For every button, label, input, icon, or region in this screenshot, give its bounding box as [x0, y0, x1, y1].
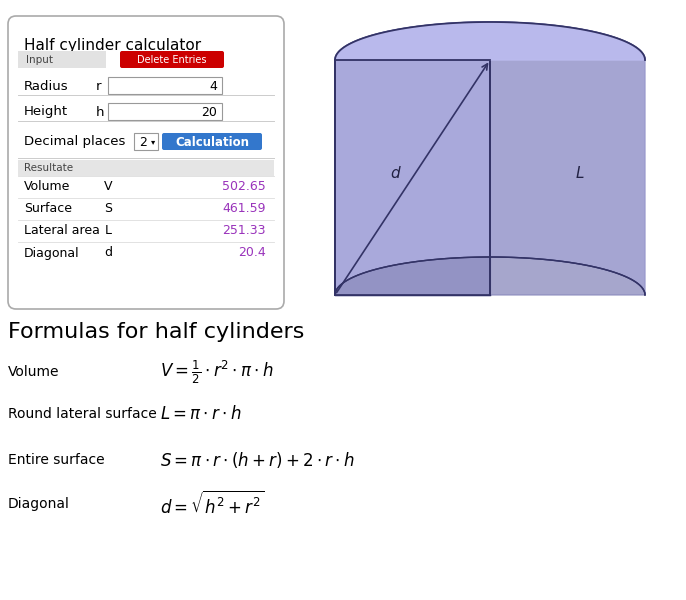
Text: Volume: Volume: [24, 181, 71, 193]
Text: Calculation: Calculation: [175, 136, 249, 148]
Text: Diagonal: Diagonal: [8, 497, 70, 511]
Text: L: L: [576, 166, 584, 181]
Text: Diagonal: Diagonal: [24, 247, 80, 259]
Polygon shape: [335, 257, 645, 295]
Text: $S = \pi \cdot r \cdot (h+r) + 2 \cdot r \cdot h$: $S = \pi \cdot r \cdot (h+r) + 2 \cdot r…: [160, 450, 355, 470]
Text: h: h: [96, 106, 104, 118]
FancyBboxPatch shape: [120, 51, 224, 68]
Text: 502.65: 502.65: [222, 181, 266, 193]
Bar: [108, 77, 222, 94]
Text: Entire surface: Entire surface: [8, 453, 105, 467]
Text: $V = \frac{1}{2} \cdot r^2 \cdot \pi \cdot h$: $V = \frac{1}{2} \cdot r^2 \cdot \pi \cd…: [160, 358, 274, 386]
Text: $L = \pi \cdot r \cdot h$: $L = \pi \cdot r \cdot h$: [160, 405, 241, 423]
Text: $d = \sqrt{h^2 + r^2}$: $d = \sqrt{h^2 + r^2}$: [160, 490, 264, 518]
Text: Resultate: Resultate: [24, 163, 73, 173]
Text: Delete Entries: Delete Entries: [137, 55, 206, 65]
Text: V: V: [104, 181, 113, 193]
Polygon shape: [335, 22, 645, 60]
Text: Decimal places: Decimal places: [24, 136, 126, 148]
Text: ▾: ▾: [151, 137, 155, 146]
FancyBboxPatch shape: [162, 133, 262, 150]
Text: 4: 4: [209, 79, 217, 92]
Text: Formulas for half cylinders: Formulas for half cylinders: [8, 322, 305, 342]
Text: d: d: [390, 166, 400, 181]
Text: S: S: [104, 202, 112, 215]
Text: 461.59: 461.59: [222, 202, 266, 215]
Text: Round lateral surface: Round lateral surface: [8, 407, 156, 421]
Text: Lateral area: Lateral area: [24, 224, 100, 238]
Text: Volume: Volume: [8, 365, 60, 379]
Bar: [18, 160, 274, 176]
Text: Height: Height: [24, 106, 68, 118]
Text: Surface: Surface: [24, 202, 72, 215]
Text: Input: Input: [26, 55, 53, 65]
Text: r: r: [96, 79, 102, 92]
Text: L: L: [104, 224, 112, 238]
Text: Half cylinder calculator: Half cylinder calculator: [24, 38, 201, 53]
Text: Radius: Radius: [24, 79, 69, 92]
Text: 20: 20: [201, 106, 217, 118]
Text: 20.4: 20.4: [238, 247, 266, 259]
Bar: [108, 103, 222, 120]
Bar: [18, 51, 106, 68]
Text: d: d: [104, 247, 112, 259]
Polygon shape: [335, 60, 490, 295]
Text: 251.33: 251.33: [222, 224, 266, 238]
Bar: [134, 133, 158, 150]
Polygon shape: [335, 22, 645, 295]
FancyBboxPatch shape: [8, 16, 284, 309]
Text: 2: 2: [139, 136, 147, 148]
